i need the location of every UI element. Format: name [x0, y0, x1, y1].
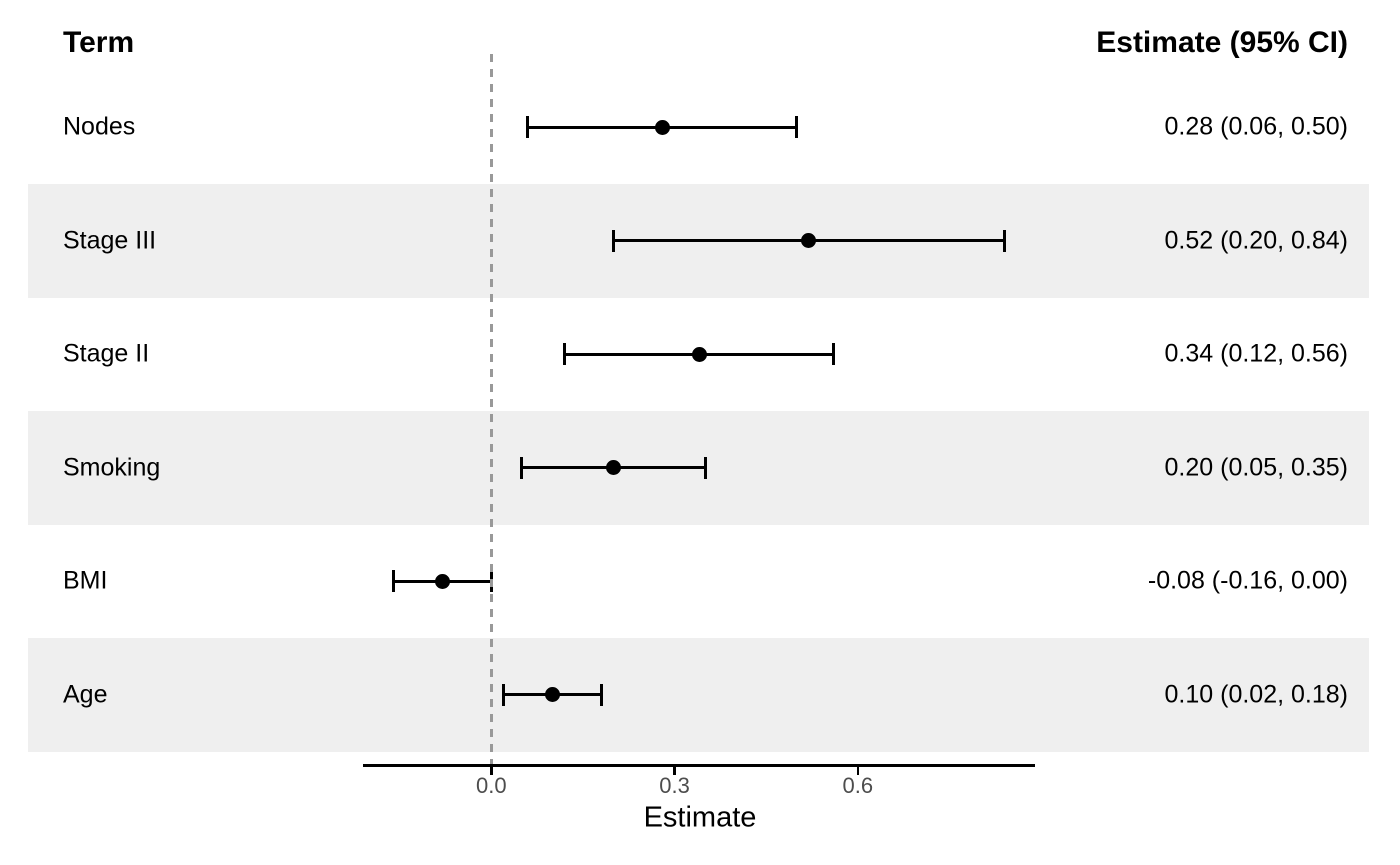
forest-row: BMI -0.08 (-0.16, 0.00)	[0, 525, 1400, 639]
forest-row: Age 0.10 (0.02, 0.18)	[0, 638, 1400, 752]
x-axis-line	[363, 764, 1035, 767]
ci-cap-low	[611, 229, 615, 252]
estimate-ci-label: -0.08 (-0.16, 0.00)	[1147, 566, 1348, 595]
estimate-point	[605, 460, 621, 476]
estimate-point	[434, 573, 450, 589]
forest-row: Nodes 0.28 (0.06, 0.50)	[0, 71, 1400, 185]
estimate-ci-label: 0.28 (0.06, 0.50)	[1164, 112, 1348, 141]
forest-row: Smoking 0.20 (0.05, 0.35)	[0, 411, 1400, 525]
estimate-ci-label: 0.10 (0.02, 0.18)	[1164, 680, 1348, 709]
term-label: Age	[63, 680, 108, 709]
ci-cap-low	[526, 116, 530, 139]
estimate-ci-label: 0.34 (0.12, 0.56)	[1164, 339, 1348, 368]
estimate-ci-label: 0.20 (0.05, 0.35)	[1164, 453, 1348, 482]
ci-cap-high	[1002, 229, 1006, 252]
x-tick-label: 0.6	[842, 773, 874, 798]
forest-row: Stage III 0.52 (0.20, 0.84)	[0, 184, 1400, 298]
estimate-point	[544, 687, 560, 703]
x-tick-label: 0.0	[475, 773, 507, 798]
column-header-term: Term	[63, 26, 135, 59]
row-stripe	[28, 638, 1369, 752]
term-label: Smoking	[63, 453, 161, 482]
ci-cap-low	[520, 456, 524, 479]
ci-cap-high	[599, 683, 603, 706]
term-label: BMI	[63, 566, 108, 595]
zero-reference-line	[490, 54, 493, 765]
ci-cap-high	[831, 343, 835, 366]
estimate-point	[654, 119, 670, 135]
ci-cap-low	[392, 570, 396, 593]
x-tick-label: 0.3	[659, 773, 690, 798]
ci-cap-low	[563, 343, 567, 366]
term-label: Nodes	[63, 112, 136, 141]
estimate-point	[691, 346, 707, 362]
estimate-point	[801, 233, 817, 249]
term-label: Stage III	[63, 226, 157, 255]
estimate-ci-label: 0.52 (0.20, 0.84)	[1164, 226, 1348, 255]
x-tick-mark	[856, 767, 860, 775]
forest-row: Stage II 0.34 (0.12, 0.56)	[0, 298, 1400, 412]
x-tick-mark	[490, 767, 493, 775]
ci-cap-low	[502, 683, 505, 706]
term-label: Stage II	[63, 339, 150, 368]
x-tick-mark	[673, 767, 676, 775]
ci-cap-high	[795, 116, 799, 139]
column-header-estimate: Estimate (95% CI)	[1096, 26, 1348, 59]
x-axis-title: Estimate	[643, 801, 757, 834]
ci-cap-high	[703, 456, 707, 479]
